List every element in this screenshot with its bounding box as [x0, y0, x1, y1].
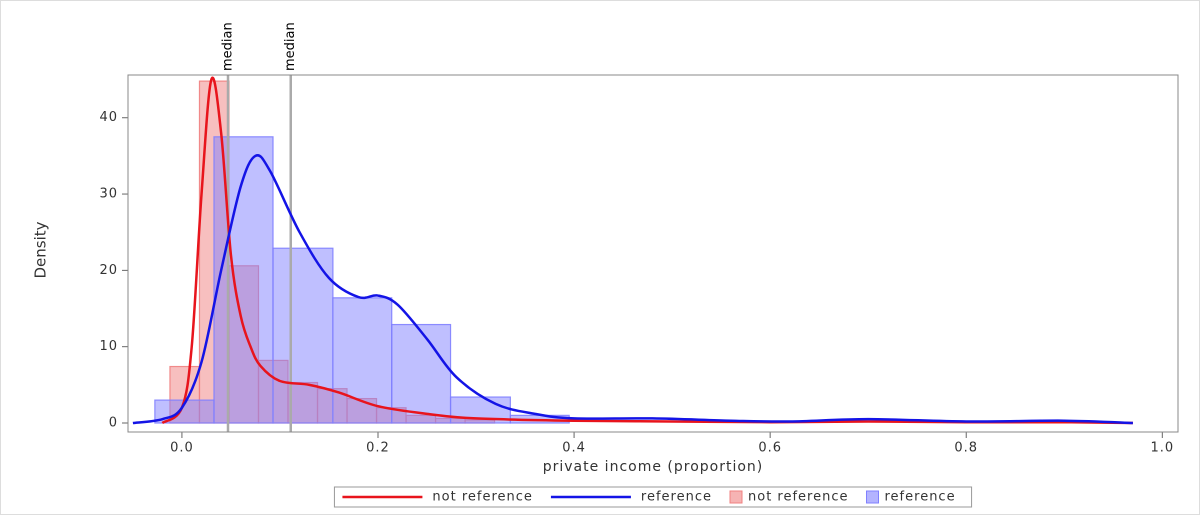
x-tick-label: 1.0 — [1150, 441, 1174, 456]
x-axis-label: private income (proportion) — [543, 459, 764, 475]
legend: not reference reference not reference refer… — [333, 486, 973, 508]
y-tick-label: 40 — [99, 110, 118, 125]
legend-label: reference — [885, 490, 956, 505]
histogram-bar — [213, 136, 274, 424]
density-line — [132, 154, 1133, 425]
legend-box — [333, 486, 973, 508]
legend-label: reference — [641, 490, 712, 505]
legend-label: not reference — [432, 490, 533, 505]
x-tick-label: 0.8 — [954, 441, 978, 456]
y-axis-label: Density — [32, 221, 50, 278]
plot-frame — [127, 74, 1179, 433]
histogram-bar — [391, 323, 452, 424]
x-tick-label: 0.0 — [170, 441, 194, 456]
median-label: median — [283, 22, 298, 71]
y-tick-label: 10 — [99, 339, 118, 354]
y-tick-label: 20 — [99, 263, 118, 278]
histogram-bar — [272, 247, 334, 424]
plot-area — [132, 75, 1133, 432]
median-label: median — [221, 22, 236, 71]
legend-swatch — [729, 490, 743, 504]
density-line — [161, 76, 1133, 425]
histogram-bar — [332, 297, 393, 424]
y-tick-label: 30 — [99, 187, 118, 202]
x-tick-label: 0.2 — [366, 441, 390, 456]
x-tick-label: 0.4 — [562, 441, 586, 456]
y-tick-label: 0 — [109, 415, 118, 430]
legend-label: not reference — [748, 490, 849, 505]
legend-swatch — [866, 490, 879, 504]
x-tick-label: 0.6 — [758, 441, 782, 456]
